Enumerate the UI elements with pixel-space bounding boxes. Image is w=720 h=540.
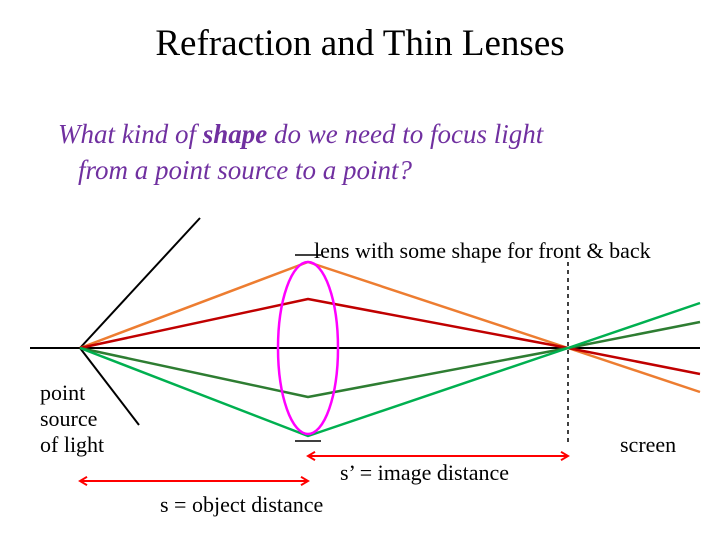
slide: Refraction and Thin Lenses What kind of … <box>0 0 720 540</box>
ray-diagram <box>0 0 720 540</box>
